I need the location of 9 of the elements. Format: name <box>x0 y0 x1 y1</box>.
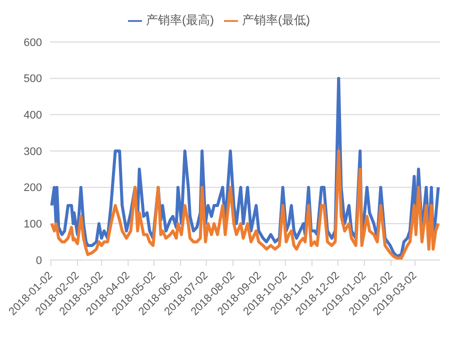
y-tick-label: 300 <box>24 146 42 158</box>
y-tick-label: 500 <box>24 73 42 86</box>
y-tick-label: 400 <box>24 110 42 122</box>
y-tick-label: 100 <box>24 218 42 231</box>
legend-label: 产销率(最低) <box>242 13 310 27</box>
y-tick-label: 600 <box>24 36 42 49</box>
y-tick-label: 200 <box>24 182 42 194</box>
y-tick-label: 0 <box>36 254 42 267</box>
legend-label: 产销率(最高) <box>146 13 214 27</box>
